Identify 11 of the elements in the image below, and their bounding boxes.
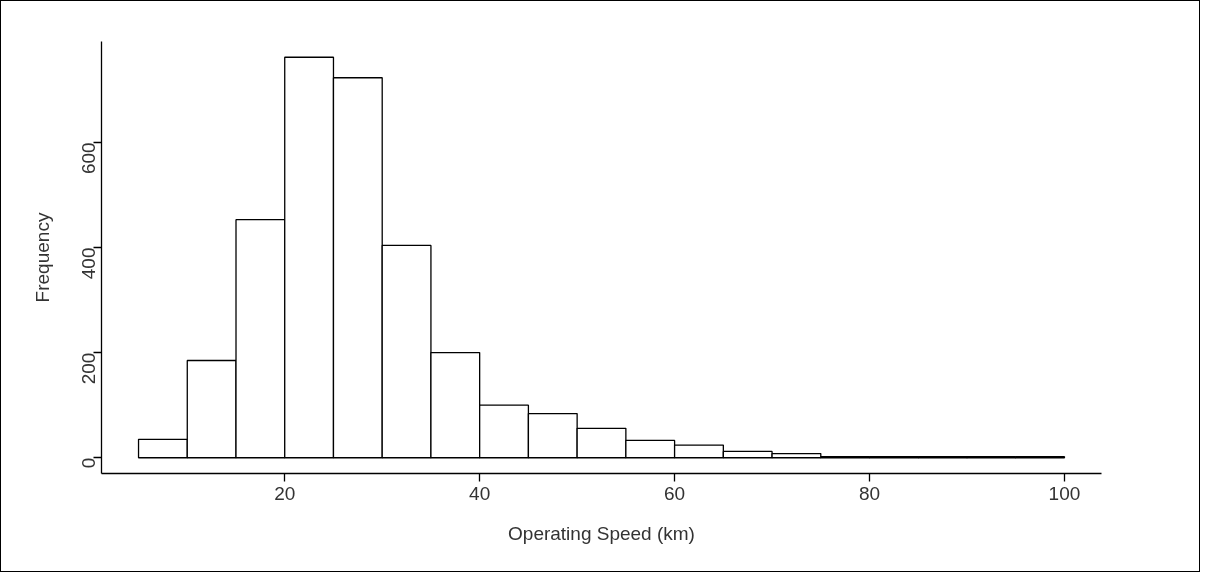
y-tick-label: 400 [78, 247, 99, 280]
x-tick-label: 100 [1048, 482, 1081, 504]
y-tick-label: 0 [78, 457, 99, 469]
x-axis-title: Operating Speed (km) [508, 522, 695, 544]
x-tick-label: 20 [274, 482, 296, 504]
y-axis-title: Frequency [31, 212, 53, 303]
x-tick-label: 40 [469, 482, 491, 504]
y-tick-label: 600 [78, 142, 99, 175]
x-tick-label: 60 [664, 482, 686, 504]
y-tick-label: 200 [78, 352, 99, 385]
x-tick-label: 80 [858, 482, 881, 504]
